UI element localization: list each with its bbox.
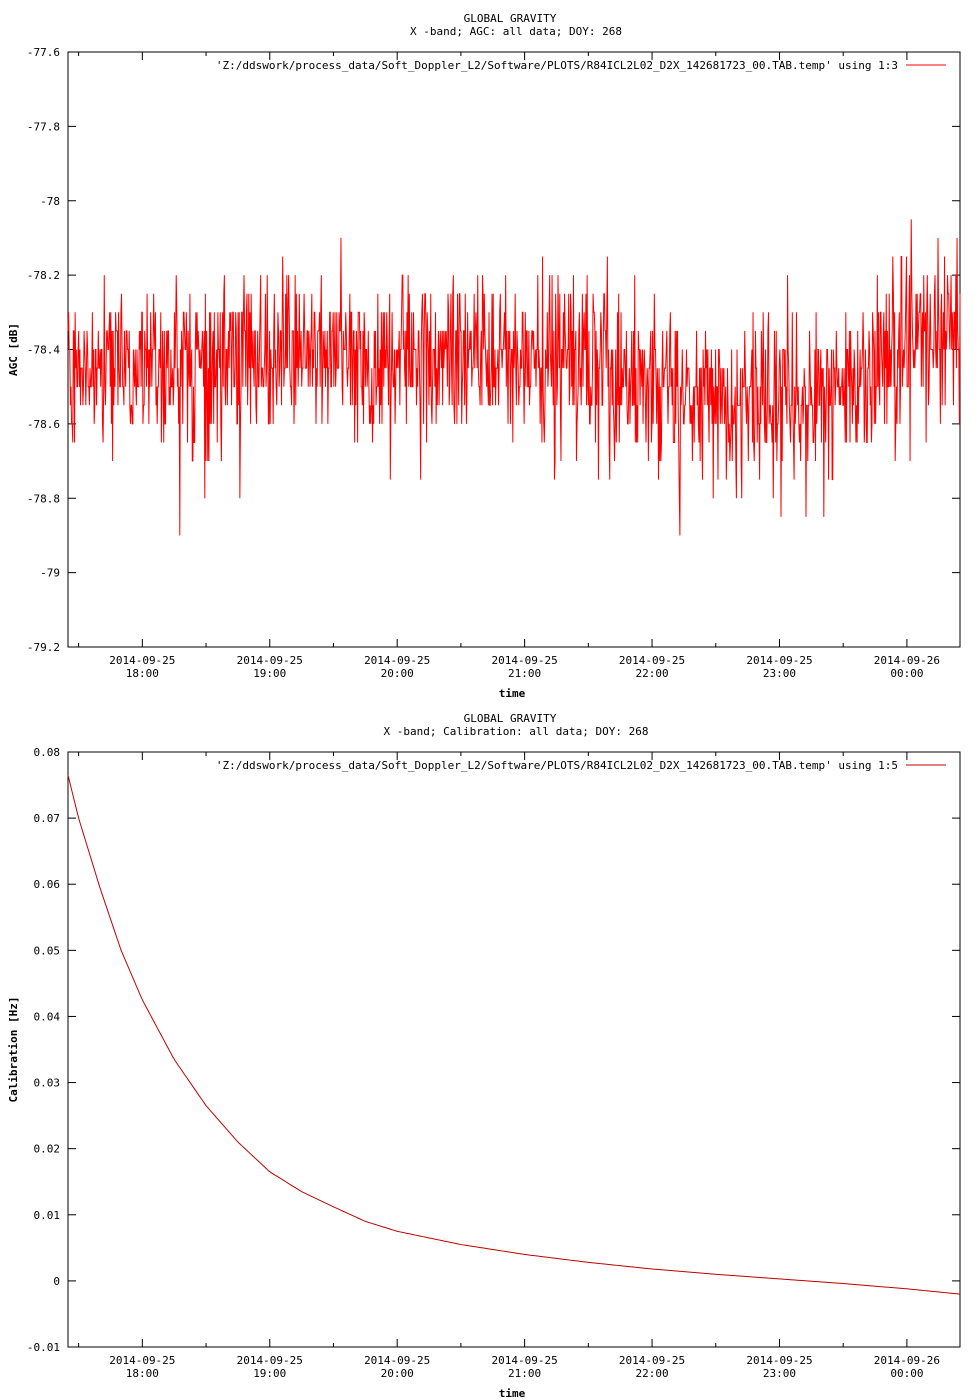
y-tick-label: -78.4	[27, 344, 60, 357]
chart-subtitle: X -band; AGC: all data; DOY: 268	[410, 25, 622, 38]
y-tick-label: 0.04	[34, 1010, 61, 1023]
x-tick-time: 18:00	[126, 1367, 159, 1380]
y-tick-label: -79	[40, 567, 60, 580]
x-tick-time: 00:00	[890, 1367, 923, 1380]
x-tick-date: 2014-09-25	[619, 654, 685, 667]
y-tick-label: 0.05	[34, 944, 61, 957]
x-tick-time: 23:00	[763, 667, 796, 680]
y-axis-label: AGC [dB]	[7, 323, 20, 376]
y-axis-label: Calibration [Hz]	[7, 997, 20, 1103]
chart-subtitle: X -band; Calibration: all data; DOY: 268	[384, 725, 649, 738]
y-tick-label: 0.03	[34, 1077, 61, 1090]
y-tick-label: 0.02	[34, 1143, 61, 1156]
x-tick-time: 21:00	[508, 1367, 541, 1380]
x-tick-date: 2014-09-25	[746, 1354, 812, 1367]
x-tick-time: 22:00	[635, 667, 668, 680]
y-tick-label: 0.08	[34, 746, 61, 759]
x-tick-time: 19:00	[253, 1367, 286, 1380]
y-tick-label: -77.6	[27, 46, 60, 59]
series-line	[67, 775, 961, 1295]
x-tick-date: 2014-09-26	[874, 654, 940, 667]
y-tick-label: -78.6	[27, 418, 60, 431]
x-tick-time: 22:00	[635, 1367, 668, 1380]
y-tick-label: -78.2	[27, 269, 60, 282]
x-tick-time: 23:00	[763, 1367, 796, 1380]
x-tick-date: 2014-09-25	[364, 654, 430, 667]
y-tick-label: 0.06	[34, 878, 61, 891]
x-axis-label: time	[499, 1387, 526, 1400]
x-tick-time: 19:00	[253, 667, 286, 680]
legend-label: 'Z:/ddswork/process_data/Soft_Doppler_L2…	[216, 59, 898, 72]
y-tick-label: 0.01	[34, 1209, 61, 1222]
x-tick-time: 21:00	[508, 667, 541, 680]
y-tick-label: -79.2	[27, 641, 60, 654]
x-tick-date: 2014-09-25	[619, 1354, 685, 1367]
x-tick-time: 00:00	[890, 667, 923, 680]
x-tick-date: 2014-09-25	[492, 1354, 558, 1367]
x-tick-date: 2014-09-25	[109, 1354, 175, 1367]
x-tick-date: 2014-09-25	[746, 654, 812, 667]
y-tick-label: -77.8	[27, 120, 60, 133]
x-tick-date: 2014-09-26	[874, 1354, 940, 1367]
y-tick-label: -78.8	[27, 492, 60, 505]
x-tick-date: 2014-09-25	[364, 1354, 430, 1367]
legend-label: 'Z:/ddswork/process_data/Soft_Doppler_L2…	[216, 759, 898, 772]
x-axis-label: time	[499, 687, 526, 700]
y-tick-label: -0.01	[27, 1341, 60, 1354]
x-tick-date: 2014-09-25	[237, 654, 303, 667]
x-tick-time: 20:00	[381, 667, 414, 680]
x-tick-date: 2014-09-25	[492, 654, 558, 667]
y-tick-label: -78	[40, 195, 60, 208]
y-tick-label: 0.07	[34, 812, 61, 825]
chart-title: GLOBAL GRAVITY	[464, 712, 557, 725]
y-tick-label: 0	[53, 1275, 60, 1288]
chart-title: GLOBAL GRAVITY	[464, 12, 557, 25]
x-tick-date: 2014-09-25	[109, 654, 175, 667]
x-tick-time: 20:00	[381, 1367, 414, 1380]
x-tick-time: 18:00	[126, 667, 159, 680]
series-line	[67, 219, 961, 536]
x-tick-date: 2014-09-25	[237, 1354, 303, 1367]
plot-frame	[67, 751, 961, 1348]
